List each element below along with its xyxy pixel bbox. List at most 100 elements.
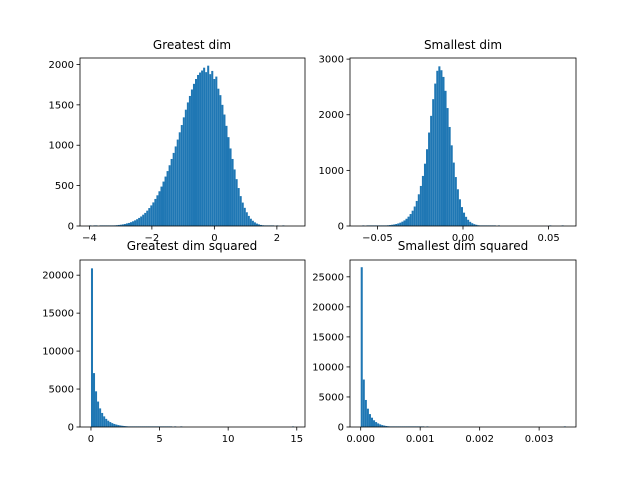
histogram-bar [170, 158, 173, 226]
y-tick-label: 20000 [312, 302, 344, 313]
histogram-bar [95, 391, 98, 427]
histogram-bar [221, 104, 224, 226]
histogram-bar [463, 212, 466, 226]
chart-title: Smallest dim squared [398, 239, 528, 253]
axes-frame [79, 57, 306, 227]
histogram-bar [146, 210, 149, 226]
histogram-bar [448, 126, 451, 226]
y-tick-label: 3000 [319, 55, 344, 66]
histogram-bar [132, 221, 135, 226]
histogram-bar [432, 99, 435, 226]
histogram-bar [255, 223, 258, 226]
histogram-bar [192, 83, 195, 226]
histogram-bar [97, 401, 100, 427]
histogram-bar [172, 152, 175, 226]
histogram-bar [421, 175, 424, 226]
histogram-bar [436, 70, 439, 226]
histogram-bar [233, 169, 236, 226]
histogram-bar [107, 420, 110, 427]
histogram-bar [201, 70, 204, 227]
histogram-bar [389, 225, 392, 226]
y-tick-label: 15000 [312, 332, 344, 343]
bars [362, 66, 564, 227]
histogram-bar [199, 72, 202, 227]
histogram-bar [245, 212, 248, 226]
histogram-bar [156, 195, 159, 226]
histogram-bar [152, 202, 155, 226]
histogram-bar [197, 74, 200, 226]
histogram-bar [465, 216, 468, 226]
histogram-bar [257, 224, 260, 226]
axes-frame [349, 259, 577, 428]
histogram-bar [426, 149, 429, 226]
histogram-bar [428, 132, 431, 226]
histogram-bar [364, 399, 367, 427]
histogram-bar [207, 65, 210, 226]
histogram-bar [184, 109, 187, 226]
histogram-bar [362, 379, 365, 427]
axes-frame [79, 259, 306, 428]
histogram-bar [456, 189, 459, 226]
x-tick-label: 5 [156, 434, 162, 445]
histogram-bar [101, 412, 104, 427]
histogram-bar [407, 216, 410, 226]
bars [360, 267, 566, 427]
chart-title: Greatest dim squared [127, 239, 258, 253]
bars [90, 268, 295, 427]
histogram-bar [446, 108, 449, 226]
x-tick-label: 0 [211, 233, 217, 244]
chart-title: Smallest dim [424, 38, 502, 52]
histogram-bar [215, 76, 218, 226]
histogram-bar [213, 79, 216, 226]
y-tick-label: 2000 [49, 60, 74, 71]
histogram-bar [142, 214, 145, 226]
histogram-bar [205, 72, 208, 226]
histogram-bar [188, 95, 191, 226]
histogram-bar [219, 95, 222, 227]
histogram-bar [182, 117, 185, 226]
histogram-bar [154, 198, 157, 226]
y-tick-label: 1000 [319, 166, 344, 177]
histogram-bar [450, 145, 453, 226]
histogram-bar [423, 163, 427, 226]
histogram-bar [475, 224, 478, 226]
histogram-bar [405, 218, 408, 226]
y-tick-label: 20000 [42, 271, 74, 282]
y-tick-label: 5000 [49, 385, 74, 396]
histogram-bar [469, 221, 472, 226]
histogram-bar [136, 219, 139, 226]
y-tick-label: 0 [68, 222, 74, 233]
histogram-bar [130, 222, 133, 226]
histogram-bar [134, 220, 137, 226]
histogram-bar [243, 207, 246, 226]
x-tick-label: 10 [222, 434, 235, 445]
histogram-bar [247, 215, 250, 226]
y-tick-label: 10000 [42, 347, 74, 358]
histogram-bar [190, 89, 193, 226]
histogram-bar [419, 185, 422, 226]
histogram-bar [395, 223, 398, 226]
histogram-bar [460, 207, 463, 226]
histogram-bar [383, 425, 386, 427]
histogram-bar [119, 224, 122, 226]
histogram-bar [444, 90, 447, 226]
axes-frame [349, 57, 577, 227]
histogram-bar [401, 221, 404, 226]
histogram-bar [90, 268, 94, 427]
y-tick-label: 500 [55, 181, 74, 192]
y-tick-label: 0 [338, 423, 344, 434]
histogram-bar [235, 179, 238, 226]
x-tick-label: 0.003 [525, 434, 554, 445]
histogram-bar [93, 373, 96, 427]
histogram-bar [452, 162, 455, 226]
histogram-bar [260, 224, 263, 226]
x-tick-label: 0.05 [537, 233, 559, 244]
histogram-bar [231, 158, 234, 226]
histogram-bar [458, 199, 461, 226]
histogram-bar [123, 426, 126, 427]
histogram-bar [223, 114, 226, 226]
x-tick-label: 0 [88, 434, 94, 445]
histogram-bar [99, 408, 102, 427]
histogram-bar [366, 408, 369, 427]
histogram-bar [415, 200, 418, 226]
